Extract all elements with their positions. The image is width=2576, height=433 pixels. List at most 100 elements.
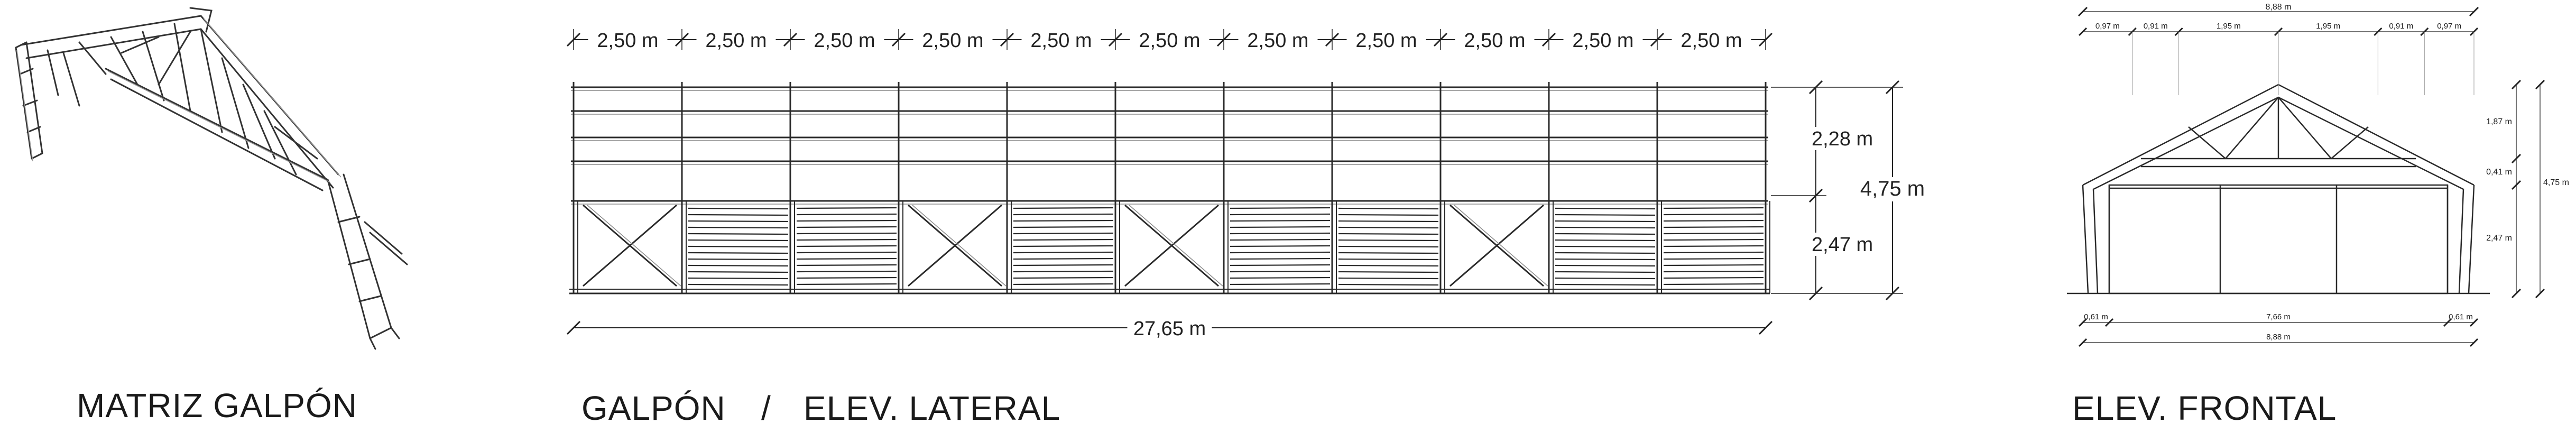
label-mask: [1238, 26, 1318, 49]
top-segment-label: 0,97 m: [2095, 22, 2120, 31]
bottom-center-label: 7,66 m: [2266, 312, 2291, 321]
bottom-total-label: 8,88 m: [2266, 333, 2291, 342]
wall-frame: [2108, 184, 2449, 294]
dimension-tick: [1758, 320, 1773, 335]
slat: [1013, 251, 1114, 254]
caption-lateral-left: GALPÓN: [581, 389, 726, 427]
dimension-tick: [2104, 318, 2114, 327]
truss-matrix-sketch: [15, 7, 408, 350]
slat: [1230, 251, 1331, 254]
label-mask: [1855, 177, 1929, 201]
label-mask: [1130, 26, 1209, 49]
slatted-bay: [1338, 207, 1439, 286]
slat: [1338, 239, 1439, 242]
slat: [796, 238, 897, 241]
slat: [1555, 220, 1656, 223]
panel-frontal: 8,88 m 0,97 m 0,91 m 1,95 m 1,95 m 0,91 m 0,97…: [2051, 0, 2576, 433]
slat: [688, 226, 789, 229]
right-leg: [2458, 185, 2475, 294]
lower-height-label: 2,47 m: [1812, 234, 1873, 256]
right-total-label: 4,75 m: [2543, 178, 2569, 187]
slat: [1230, 219, 1331, 222]
slat: [796, 232, 897, 235]
label-mask: [696, 26, 776, 49]
slat: [688, 277, 789, 280]
slat: [1555, 207, 1656, 210]
slat: [1663, 213, 1764, 216]
bay-width-label: 2,50 m: [597, 30, 658, 52]
top-segment-label: 1,95 m: [2316, 22, 2340, 31]
slat: [1663, 238, 1764, 241]
slat: [1338, 277, 1439, 280]
slat: [1555, 258, 1656, 261]
dimension-tick: [2078, 6, 2088, 17]
label-mask: [1021, 26, 1101, 49]
label-mask: [588, 26, 668, 49]
bay-width-label: 2,50 m: [814, 30, 875, 52]
slat: [1338, 283, 1439, 286]
dimension-tick: [1808, 286, 1823, 301]
slat: [688, 258, 789, 261]
cross-brace: [1449, 204, 1544, 287]
slat: [1230, 232, 1331, 235]
dimension-tick: [2511, 180, 2522, 190]
slat: [688, 207, 789, 210]
label-mask: [1127, 314, 1212, 337]
total-length-label: 27,65 m: [1133, 318, 1206, 340]
cross-brace-shadow: [912, 205, 1007, 287]
slat: [796, 219, 897, 222]
cross-brace-shadow: [1129, 205, 1223, 287]
bottom-left-label: 0,61 m: [2084, 312, 2108, 321]
bay-width-label: 2,50 m: [1464, 30, 1525, 52]
dimension-tick: [2535, 288, 2545, 299]
slatted-bay: [1013, 207, 1114, 285]
label-mask: [1672, 26, 1751, 49]
slat: [1663, 232, 1764, 235]
slatted-bay: [796, 207, 897, 285]
caption-matrix: MATRIZ GALPÓN: [77, 386, 357, 425]
cross-brace-shadow: [587, 205, 681, 287]
slat: [688, 220, 789, 223]
slat: [1013, 238, 1114, 241]
caption-frontal: ELEV. FRONTAL: [2072, 389, 2337, 427]
slat: [796, 270, 897, 273]
slat: [1555, 239, 1656, 242]
slat: [796, 251, 897, 254]
bay-width-label: 2,50 m: [1681, 30, 1742, 52]
slat: [1338, 258, 1439, 261]
slat: [1663, 270, 1764, 273]
top-segment-label: 1,95 m: [2217, 22, 2241, 31]
panel-matrix: MATRIZ GALPÓN: [0, 0, 423, 433]
label-mask: [913, 26, 993, 49]
cross-brace-bay: [908, 204, 1007, 287]
left-leg: [2082, 185, 2099, 294]
dimension-tick: [2078, 27, 2088, 36]
lateral-elevation-drawing: 2,50 m 2,50 m 2,50 m 2,50 m 2,50 m 2,50 m 2,50…: [566, 26, 1929, 340]
slat: [688, 245, 789, 248]
right-middle-label: 0,41 m: [2486, 168, 2512, 177]
slat: [1013, 232, 1114, 235]
slat: [1663, 251, 1764, 254]
bottom-right-label: 0,61 m: [2449, 312, 2473, 321]
dimension-tick: [2511, 79, 2522, 90]
label-mask: [1455, 26, 1535, 49]
caption-lateral-right: ELEV. LATERAL: [804, 389, 1061, 427]
panel-lateral: 2,50 m 2,50 m 2,50 m 2,50 m 2,50 m 2,50 m 2,50…: [539, 0, 1966, 433]
top-segment-label: 0,91 m: [2144, 22, 2168, 31]
slat: [1013, 270, 1114, 273]
label-mask: [805, 26, 884, 49]
slat: [1555, 283, 1656, 286]
dimension-tick: [1885, 80, 1900, 95]
slat: [1013, 219, 1114, 222]
upper-height-label: 2,28 m: [1812, 128, 1873, 150]
cross-brace: [583, 204, 677, 287]
dimension-tick: [1808, 80, 1823, 95]
slat: [688, 264, 789, 267]
label-mask: [1563, 26, 1643, 49]
label-mask: [1809, 127, 1883, 150]
bay-width-label: 2,50 m: [1139, 30, 1200, 52]
slat: [1338, 220, 1439, 223]
cross-brace: [1124, 204, 1219, 287]
right-lower-label: 2,47 m: [2486, 234, 2512, 243]
frontal-elevation-drawing: 8,88 m 0,97 m 0,91 m 1,95 m 1,95 m 0,91 m 0,97…: [2067, 3, 2569, 347]
